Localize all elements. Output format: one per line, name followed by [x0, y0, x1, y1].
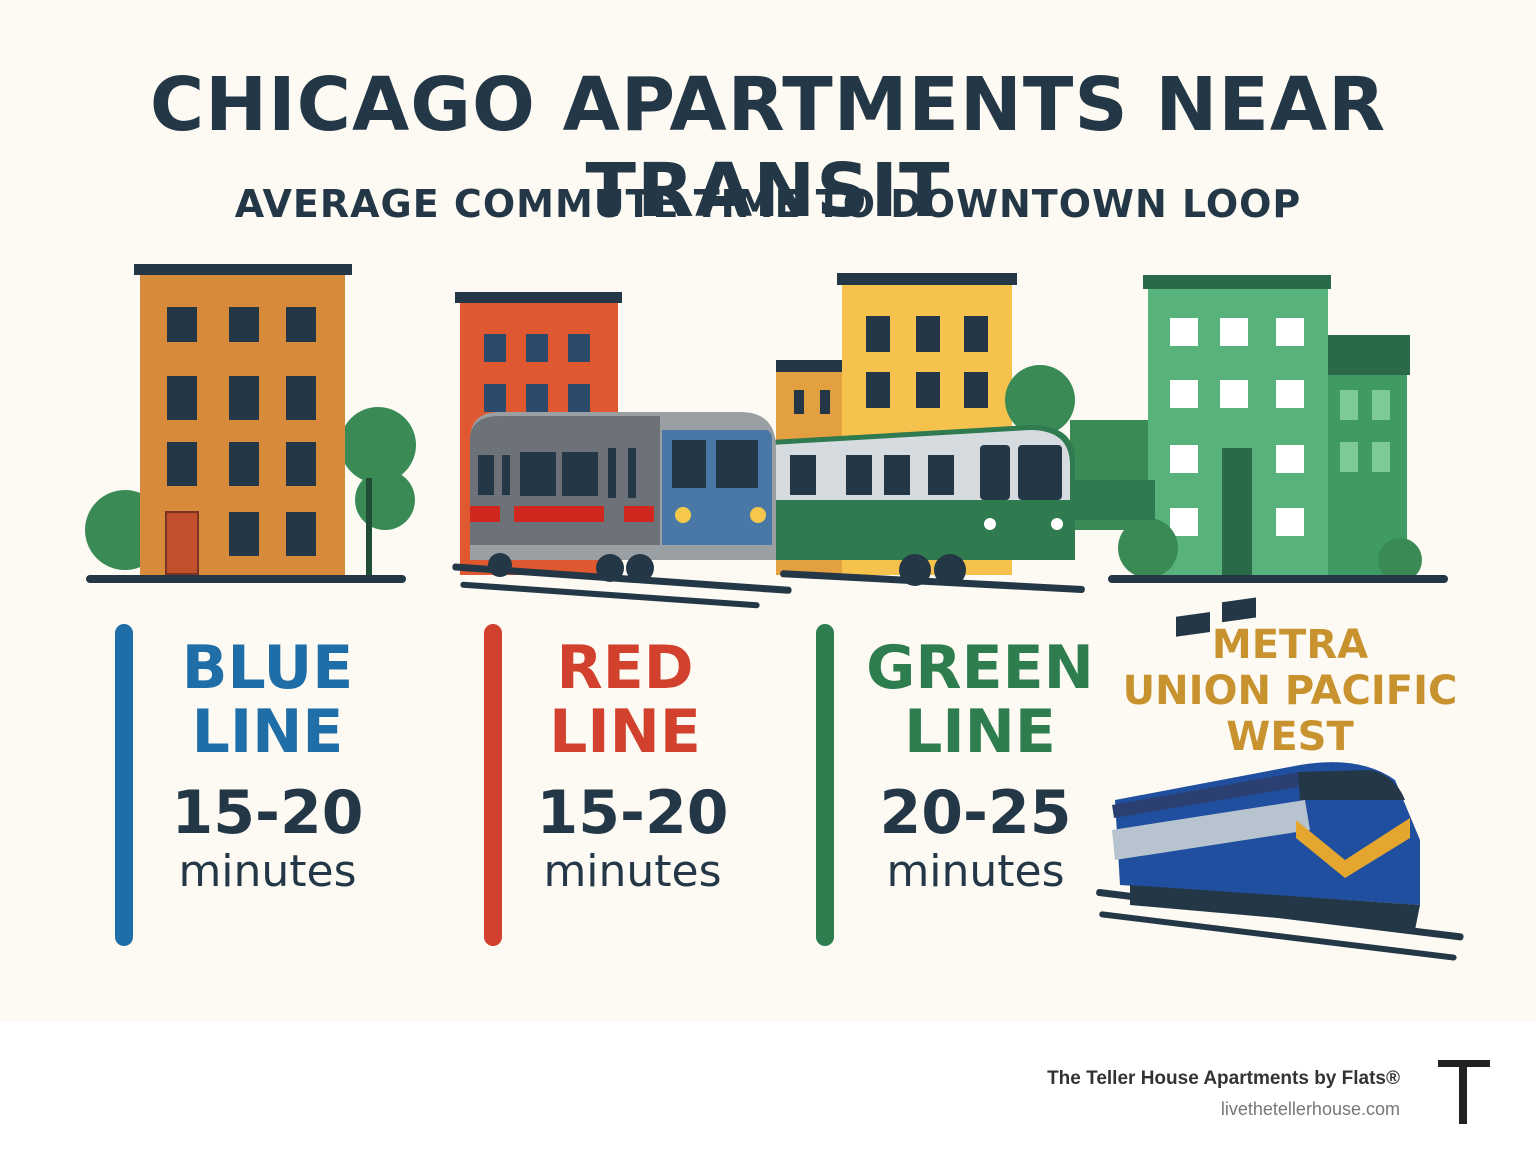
red-line-unit: minutes [543, 846, 722, 897]
apartment-building-green-icon [1108, 275, 1448, 583]
blue-line-name-word1: BLUE [181, 633, 354, 703]
green-line-name-word1: GREEN [866, 633, 1094, 703]
blue-line-name: BLUE LINE [150, 638, 385, 762]
teller-house-logo-icon [1438, 1060, 1490, 1124]
blue-line-color-bar [115, 624, 133, 946]
red-line-time: 15-20 [536, 778, 729, 848]
blue-line-name-word2: LINE [191, 697, 344, 767]
footer-company-name: The Teller House Apartments by Flats® [1047, 1068, 1400, 1089]
green-line-name: GREEN LINE [855, 638, 1105, 762]
transit-scene-illustration [85, 264, 1464, 961]
metra-line-name: METRA UNION PACIFIC WEST [1100, 622, 1480, 760]
green-line-name-word2: LINE [904, 697, 1056, 767]
metra-locomotive-icon [1096, 597, 1464, 961]
page-title: CHICAGO APARTMENTS NEAR TRANSIT [149, 62, 1387, 234]
metra-name-line3: WEST [1226, 714, 1354, 760]
red-line-name-word1: RED [556, 633, 694, 703]
green-train-icon [770, 425, 1155, 593]
footer-website-link[interactable]: livethetellerhouse.com [1220, 1099, 1400, 1119]
green-line-unit: minutes [886, 846, 1065, 897]
metra-name-line2: UNION PACIFIC [1122, 668, 1458, 714]
apartment-building-orange-icon [85, 264, 416, 583]
red-line-name-word2: LINE [549, 697, 701, 767]
infographic-poster: CHICAGO APARTMENTS NEAR TRANSIT AVERAGE … [0, 0, 1536, 1022]
green-line-color-bar [816, 624, 834, 946]
cta-train-icon [452, 412, 792, 609]
metra-name-line1: METRA [1211, 622, 1369, 668]
blue-line-time: 15-20 [171, 778, 364, 848]
green-line-time: 20-25 [879, 778, 1072, 848]
red-line-name: RED LINE [510, 638, 740, 762]
page-subtitle: AVERAGE COMMUTE TIME TO DOWNTOWN LOOP [234, 182, 1302, 226]
blue-line-unit: minutes [178, 846, 357, 897]
red-line-color-bar [484, 624, 502, 946]
